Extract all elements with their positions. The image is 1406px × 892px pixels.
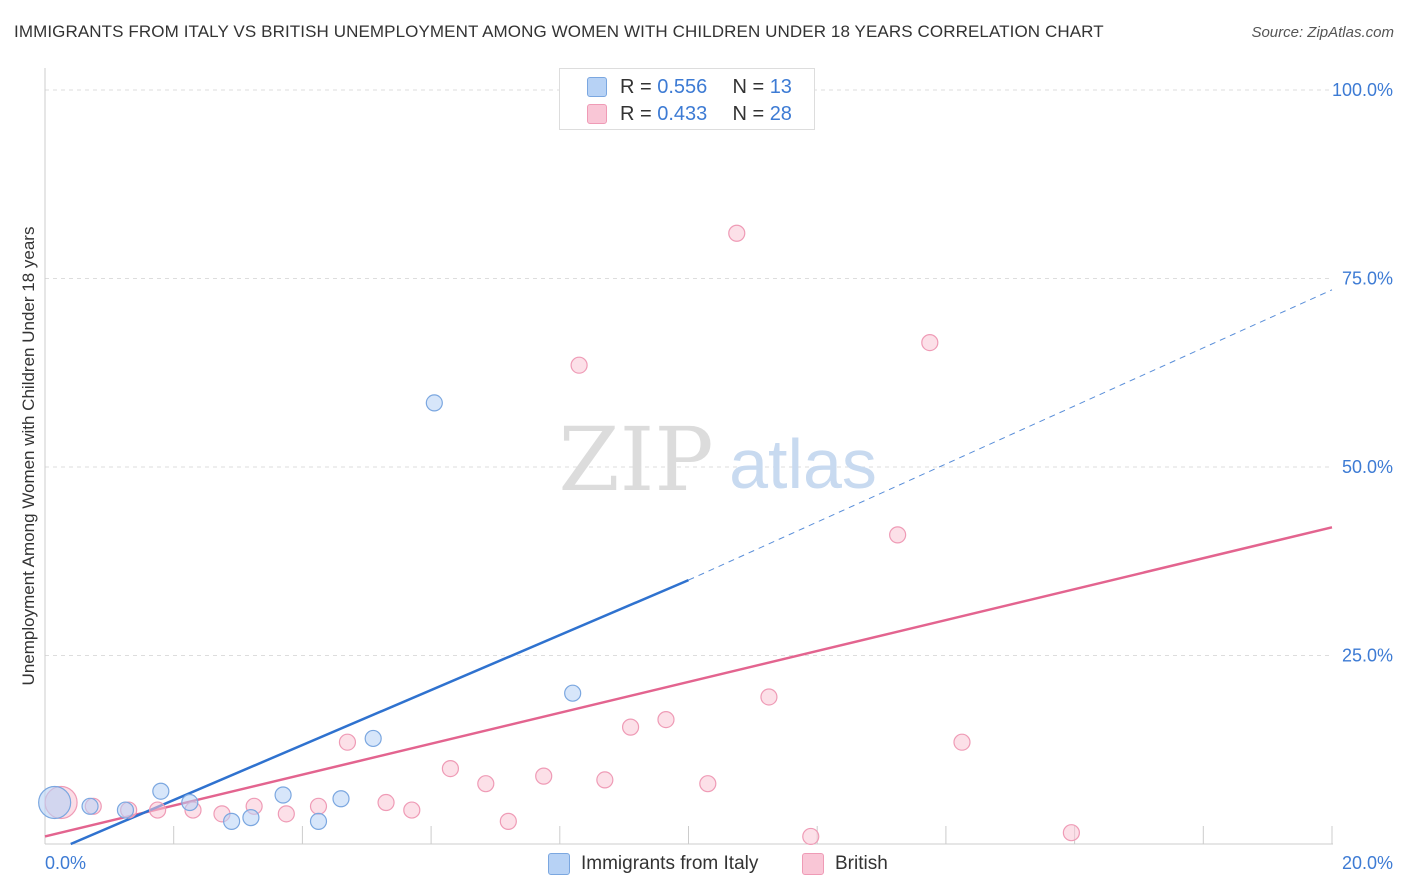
watermark-atlas: atlas xyxy=(729,425,877,503)
british-point xyxy=(403,801,421,819)
watermark: ZIP atlas xyxy=(558,408,877,511)
italy-point xyxy=(152,782,170,800)
italy-trend-extension xyxy=(688,289,1333,581)
italy-point xyxy=(116,801,135,819)
british-point xyxy=(760,688,778,706)
british-legend-label: British xyxy=(835,853,888,874)
british-point xyxy=(377,793,395,812)
r-value-british: 0.433 xyxy=(657,102,708,125)
british-point xyxy=(499,812,517,830)
italy-point xyxy=(181,793,199,812)
british-point xyxy=(1062,824,1080,842)
italy-point xyxy=(364,729,382,748)
gridlines xyxy=(45,89,1333,656)
british-point xyxy=(535,767,553,785)
legend-item-british: British xyxy=(802,852,922,878)
italy-point xyxy=(242,809,260,827)
british-point xyxy=(802,827,820,846)
italy-point xyxy=(332,790,350,808)
r-value-italy: 0.556 xyxy=(657,75,708,98)
axes xyxy=(44,68,1333,845)
data-points xyxy=(38,224,1080,846)
x-tick-labels: 0.0% 20.0% xyxy=(45,853,1393,873)
british-point xyxy=(728,224,746,242)
british-point xyxy=(149,801,167,819)
legend-italy-stats: R = 0.556 N = 13 xyxy=(620,76,792,99)
watermark-zip: ZIP xyxy=(558,408,713,511)
italy-point xyxy=(223,812,241,830)
british-point xyxy=(570,356,588,374)
y-tick-label-25: 25.0% xyxy=(1342,646,1393,666)
r-label: R = xyxy=(620,75,652,98)
legend-british-stats: R = 0.433 N = 28 xyxy=(620,103,792,126)
british-trend-line xyxy=(44,526,1333,838)
italy-point xyxy=(425,394,443,412)
source-credit: Source: ZipAtlas.com xyxy=(1251,24,1394,41)
legend-item-italy: Immigrants from Italy xyxy=(548,852,788,878)
italy-legend-swatch xyxy=(548,853,570,875)
british-point xyxy=(309,797,328,815)
y-tick-label-100: 100.0% xyxy=(1332,80,1393,100)
italy-point xyxy=(38,785,72,820)
british-point xyxy=(596,771,614,789)
italy-point xyxy=(564,684,582,702)
italy-point xyxy=(274,786,292,804)
italy-legend-label: Immigrants from Italy xyxy=(581,853,759,874)
british-point xyxy=(477,775,495,793)
chart-title: IMMIGRANTS FROM ITALY VS BRITISH UNEMPLO… xyxy=(14,22,1104,41)
british-point xyxy=(338,733,357,751)
italy-swatch xyxy=(587,77,607,97)
british-point xyxy=(699,775,717,793)
n-label: N = xyxy=(732,75,765,98)
british-point xyxy=(657,710,675,729)
r-label: R = xyxy=(620,102,652,125)
n-value-italy: 13 xyxy=(769,75,792,98)
british-point xyxy=(621,718,640,736)
italy-point xyxy=(81,797,99,815)
british-point xyxy=(441,759,460,778)
x-tick-label-min: 0.0% xyxy=(45,853,86,873)
italy-trend-line xyxy=(70,578,689,846)
y-tick-label-75: 75.0% xyxy=(1342,269,1393,289)
y-tick-label-50: 50.0% xyxy=(1342,457,1393,477)
british-point xyxy=(953,733,971,751)
x-tick-label-max: 20.0% xyxy=(1342,853,1393,873)
trend-lines xyxy=(44,289,1333,846)
british-legend-swatch xyxy=(802,853,824,875)
british-point xyxy=(889,526,907,544)
n-label: N = xyxy=(732,102,765,125)
british-point xyxy=(921,333,939,352)
y-tick-labels: 25.0% 50.0% 75.0% 100.0% xyxy=(1332,80,1393,666)
british-swatch xyxy=(587,104,607,124)
italy-point xyxy=(309,812,328,830)
british-point xyxy=(277,805,295,823)
correlation-legend: R = 0.556 N = 13 R = 0.433 N = 28 xyxy=(559,68,815,130)
n-value-british: 28 xyxy=(769,102,792,125)
